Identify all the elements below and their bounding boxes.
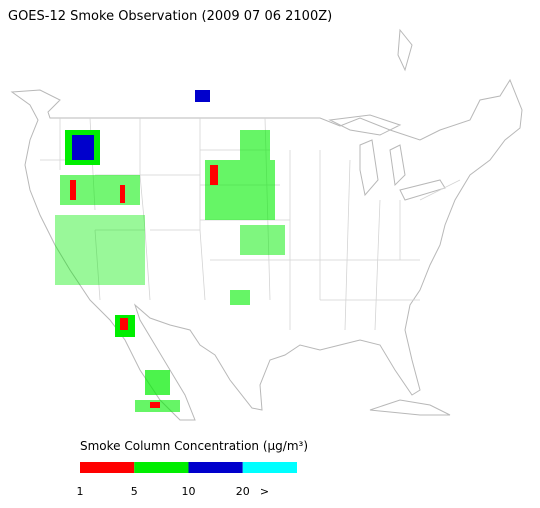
smoke-patch: [230, 290, 250, 305]
smoke-patch: [195, 90, 210, 102]
smoke-patch: [240, 225, 285, 255]
smoke-patch: [70, 180, 76, 200]
smoke-patch: [210, 165, 218, 185]
bin-label: 1: [77, 485, 84, 498]
bin-label: >: [260, 485, 269, 498]
bin-label: 5: [131, 485, 138, 498]
color-bin: [134, 462, 189, 473]
legend-title: Smoke Column Concentration (μg/m³): [80, 439, 308, 453]
smoke-patch: [120, 318, 128, 330]
color-bin: [80, 462, 135, 473]
smoke-patch: [240, 130, 270, 160]
map-title: GOES-12 Smoke Observation (2009 07 06 21…: [8, 9, 332, 24]
smoke-patch: [145, 370, 170, 395]
coastlines: [10, 28, 523, 421]
smoke-patches: [55, 90, 285, 412]
bin-label: 20: [236, 485, 250, 498]
island-outline: [369, 28, 451, 416]
lake-outline: [328, 114, 446, 201]
smoke-patch: [55, 215, 145, 285]
color-bin: [188, 462, 243, 473]
smoke-patch: [72, 135, 94, 160]
color-bin: [242, 462, 297, 473]
bin-label: 10: [182, 485, 196, 498]
smoke-patch: [120, 185, 125, 203]
smoke-patch: [150, 402, 160, 408]
country-outline: [10, 78, 523, 421]
